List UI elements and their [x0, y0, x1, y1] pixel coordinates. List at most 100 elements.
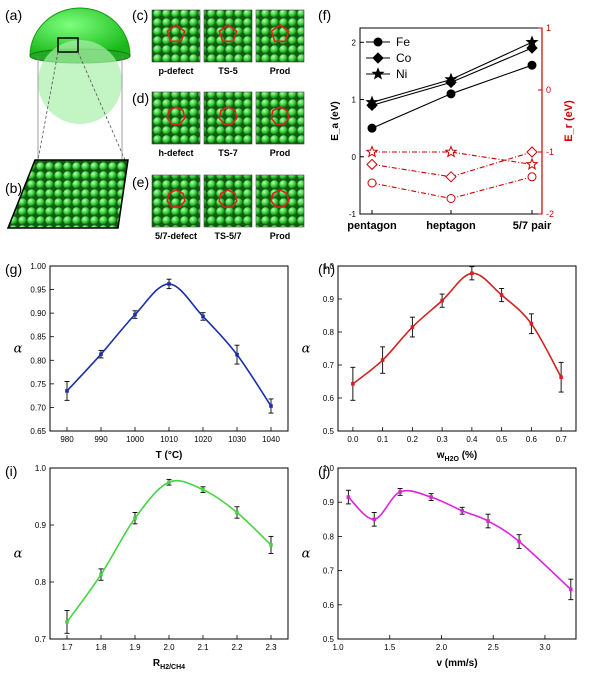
y-tick-label: 0.7: [323, 361, 335, 370]
x-tick-label: 2.1: [197, 643, 209, 652]
defect-ring: [218, 24, 238, 43]
data-point: [486, 519, 490, 523]
y-tick-label: 0.7: [35, 635, 47, 644]
x-tick-label: 980: [60, 435, 74, 444]
data-point-ni: [444, 72, 458, 86]
panel-label-i: (i): [5, 463, 17, 479]
snapshot-label: TS-7: [218, 148, 238, 158]
x-axis-label: v (mm/s): [436, 658, 477, 669]
y-tick-label: 0.90: [30, 309, 46, 318]
defect-ring: [218, 189, 238, 208]
data-point-ni: [365, 95, 379, 108]
y-axis-label: α: [302, 547, 311, 562]
panel-label-a: (a): [5, 7, 22, 23]
y-axis-label-right: E_r (eV): [563, 100, 575, 142]
defect-snapshots: p-defect TS-5 Prod h-defect TS-7 Prod 5/7-defe…: [151, 9, 305, 241]
series-line-ni: [372, 151, 533, 165]
x-tick-label: 2.2: [231, 643, 243, 652]
data-point: [351, 382, 355, 386]
data-point: [569, 587, 573, 592]
panel-label-f: (f): [318, 7, 331, 23]
data-point: [133, 516, 137, 520]
snapshot-label: Prod: [270, 66, 291, 76]
y-tick-label: 0.6: [323, 601, 335, 610]
y-axis-label: α: [14, 342, 23, 357]
data-point: [269, 404, 273, 408]
data-point: [167, 480, 171, 485]
y-tick-label: 0.8: [323, 328, 335, 337]
x-axis-label: wH2O (%): [436, 450, 478, 463]
defect-ring: [218, 106, 238, 125]
data-point: [372, 517, 377, 522]
panel-label-b: (b): [5, 180, 22, 196]
y-axis-label: α: [302, 342, 311, 357]
y-tick-label: 0.7: [323, 567, 335, 576]
data-point-fe: [367, 178, 377, 188]
chart-f-energies: -1 0 1 2 -2 -1 0 1 pentagon heptagon 5/7 pair E_a (…: [330, 23, 575, 232]
series-line: [66, 479, 272, 623]
snapshot-label: 5/7-defect: [155, 231, 197, 241]
category-label: pentagon: [347, 220, 397, 232]
dome-illustration: [29, 7, 131, 165]
x-tick-label: 2.0: [163, 643, 175, 652]
defect-ring: [270, 106, 290, 125]
x-tick-label: 1030: [228, 435, 246, 444]
data-point-ni: [525, 157, 539, 170]
chart-j-velocity: 1.0 1.5 2.0 2.5 3.0 0.5 0.6 0.7 0.8 0.9 1.0 α v (mm/…: [302, 464, 577, 669]
defect-ring: [166, 106, 186, 125]
y-tick-label: 0.9: [323, 498, 335, 507]
defect-ring: [166, 24, 186, 43]
snapshot-label: Prod: [270, 231, 291, 241]
legend-label: Co: [396, 51, 412, 65]
series-line: [352, 272, 562, 385]
y-tick-label-right: 0: [546, 85, 551, 95]
x-tick-label: 0.6: [526, 435, 538, 444]
x-tick-label: 990: [94, 435, 108, 444]
y-tick-label: 0.5: [323, 635, 335, 644]
snapshot-c-1: [151, 9, 201, 63]
data-point-fe: [527, 172, 537, 182]
defect-ring: [166, 189, 186, 208]
y-tick-label: 0.9: [323, 295, 335, 304]
legend-label: Ni: [396, 67, 407, 81]
snapshot-label: p-defect: [158, 66, 193, 76]
y-tick-label: 1.00: [30, 262, 46, 271]
panel-label-h: (h): [318, 261, 335, 277]
legend-marker: [371, 67, 385, 80]
data-point: [517, 539, 521, 544]
plot-frame: [337, 467, 577, 640]
snapshot-e-1: [151, 174, 201, 228]
data-point: [65, 389, 69, 393]
y-tick-label: 0.6: [323, 394, 335, 403]
data-point-co: [366, 158, 378, 171]
data-point: [440, 298, 444, 303]
snapshot-c-3: [255, 9, 305, 63]
x-tick-label: 0.2: [407, 435, 419, 444]
data-point-co: [526, 146, 538, 158]
x-tick-label: 1.8: [95, 643, 107, 652]
plot-frame: [49, 265, 289, 432]
y-tick-label-right: 1: [546, 23, 551, 33]
y-axis-label-left: E_a (eV): [330, 101, 341, 140]
data-point: [65, 620, 69, 624]
panel-label-g: (g): [5, 261, 22, 277]
snapshot-d-2: [203, 91, 253, 145]
data-point: [499, 293, 504, 297]
category-label: 5/7 pair: [513, 220, 552, 232]
data-point-ni: [365, 145, 379, 158]
data-point-co: [445, 171, 457, 183]
atomic-surface: [6, 159, 129, 229]
y-tick-label: 0.80: [30, 356, 46, 365]
zoom-box: [57, 37, 79, 53]
x-tick-label: 0.4: [466, 435, 478, 444]
y-tick-label-left: 0: [352, 153, 357, 162]
y-tick-label: 0.9: [35, 521, 47, 530]
data-point-fe: [446, 194, 456, 203]
snapshot-e-3: [255, 174, 305, 228]
plot-frame: [49, 467, 289, 640]
data-point: [346, 495, 351, 499]
y-axis-label: α: [14, 547, 23, 562]
y-tick-label: 0.85: [30, 333, 46, 342]
data-point: [133, 312, 137, 317]
